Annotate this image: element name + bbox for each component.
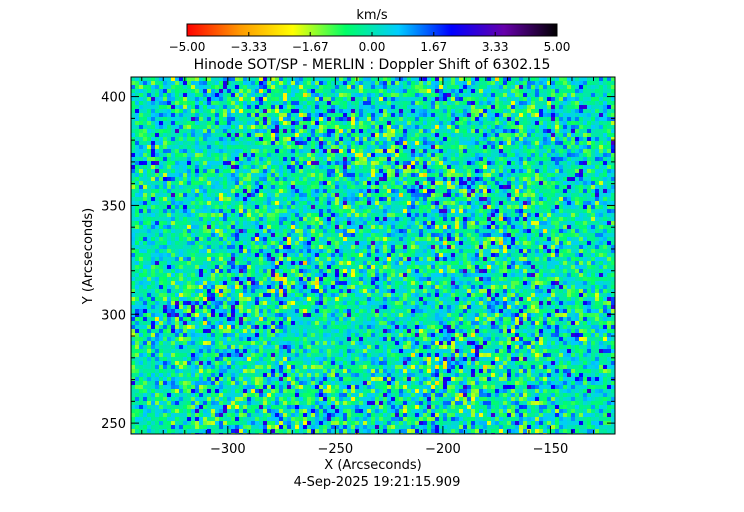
x-tick-label: −300 [210, 442, 246, 457]
colorbar-title: km/s [356, 8, 388, 23]
timestamp-footer: 4-Sep-2025 19:21:15.909 [294, 475, 461, 490]
colorbar-tick-label: 0.00 [359, 40, 386, 54]
colorbar-tick-label: 1.67 [420, 40, 447, 54]
colorbar-ticks: −5.00 −3.33 −1.67 0.00 1.67 3.33 5.00 [169, 32, 571, 54]
y-tick-label: 400 [101, 91, 126, 106]
y-tick-label: 300 [101, 308, 126, 323]
y-tick-label: 250 [101, 417, 126, 432]
colorbar-tick-label: −5.00 [169, 40, 206, 54]
y-axis-label: Y (Arcseconds) [81, 208, 96, 305]
colorbar-tick-label: −3.33 [230, 40, 267, 54]
y-axis: 250 300 350 400 [101, 91, 615, 432]
plot-frame [130, 76, 616, 435]
chart-title: Hinode SOT/SP - MERLIN : Doppler Shift o… [194, 57, 551, 73]
x-tick-label: −200 [425, 442, 461, 457]
x-axis: −300 −250 −200 −150 [141, 77, 616, 457]
doppler-map [131, 77, 615, 434]
x-tick-label: −150 [533, 442, 569, 457]
y-tick-label: 350 [101, 199, 126, 214]
colorbar-tick-label: −1.67 [292, 40, 329, 54]
doppler-map-cells [131, 77, 615, 434]
x-tick-label: −250 [317, 442, 353, 457]
colorbar-tick-label: 5.00 [544, 40, 571, 54]
x-axis-label: X (Arcseconds) [324, 458, 421, 473]
colorbar-tick-label: 3.33 [482, 40, 509, 54]
